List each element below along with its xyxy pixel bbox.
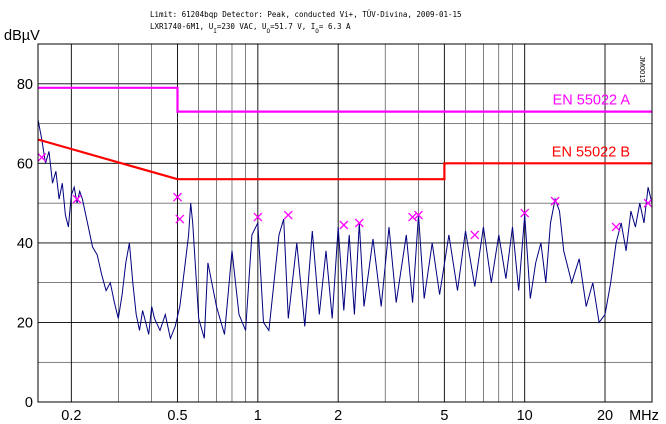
header-line-1: Limit: 61204bqp Detector: Peak, conducte… — [150, 10, 462, 19]
y-tick-label: 20 — [17, 315, 33, 331]
peak-marker — [173, 192, 182, 202]
y-axis-unit: dBµV — [4, 28, 40, 44]
x-tick-label: 0.5 — [167, 408, 187, 424]
peak-marker — [414, 210, 423, 220]
limit-label-layer: EN 55022 A EN 55022 B — [552, 93, 631, 161]
peak-marker — [611, 222, 621, 232]
plot-frame — [37, 43, 653, 403]
y-tick-label: 40 — [17, 236, 33, 252]
peak-marker — [354, 218, 364, 228]
peak-marker — [520, 208, 530, 218]
peak-marker — [339, 220, 349, 230]
x-tick-label: 10 — [517, 408, 533, 424]
y-tick-label: 0 — [25, 395, 33, 411]
marker-layer — [37, 152, 653, 240]
peak-marker — [283, 210, 293, 220]
limit-label-0: EN 55022 A — [553, 93, 631, 109]
side-label: JM0013 — [638, 56, 647, 83]
limit-layer — [37, 86, 652, 181]
peak-marker — [643, 198, 653, 208]
peak-marker — [408, 212, 418, 222]
x-tick-label: 1 — [254, 408, 262, 424]
series-layer — [37, 119, 653, 341]
peak-marker — [550, 196, 560, 206]
peak-marker — [37, 152, 47, 162]
peak-marker — [175, 214, 185, 224]
peak-marker — [470, 230, 480, 240]
limit-label-1: EN 55022 B — [552, 144, 630, 160]
y-tick-label: 80 — [17, 77, 33, 93]
x-axis-unit: MHz — [629, 408, 659, 424]
x-tick-label: 2 — [334, 408, 342, 424]
x-tick-label: 5 — [440, 408, 448, 424]
header-line-2: LXR1740-6M1, UI=230 VAC, UO=51.7 V, IO= … — [150, 22, 351, 35]
x-tick-label: 20 — [597, 408, 613, 424]
x-tick-label: 0.2 — [61, 408, 81, 424]
peak-marker — [253, 212, 263, 222]
y-tick-label: 60 — [17, 156, 33, 172]
series-line-0 — [37, 119, 653, 341]
limit-line-0 — [38, 86, 652, 113]
limit-line-1 — [37, 138, 652, 181]
tick-layer: 0 20 40 60 80 0.2 0.5 1 2 5 10 20 MHz — [17, 77, 659, 424]
peak-marker — [72, 194, 82, 204]
